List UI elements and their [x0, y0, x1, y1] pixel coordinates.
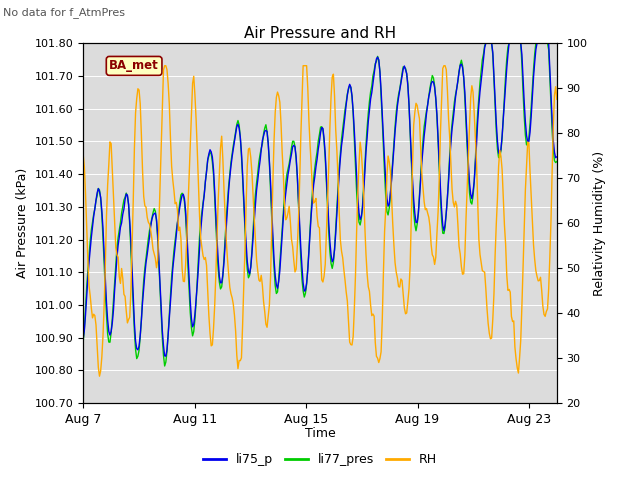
Title: Air Pressure and RH: Air Pressure and RH — [244, 25, 396, 41]
Y-axis label: Air Pressure (kPa): Air Pressure (kPa) — [16, 168, 29, 278]
X-axis label: Time: Time — [305, 427, 335, 440]
Text: No data for f_AtmPres: No data for f_AtmPres — [3, 7, 125, 18]
Legend: li75_p, li77_pres, RH: li75_p, li77_pres, RH — [198, 448, 442, 471]
Y-axis label: Relativity Humidity (%): Relativity Humidity (%) — [593, 151, 606, 296]
Text: BA_met: BA_met — [109, 60, 159, 72]
